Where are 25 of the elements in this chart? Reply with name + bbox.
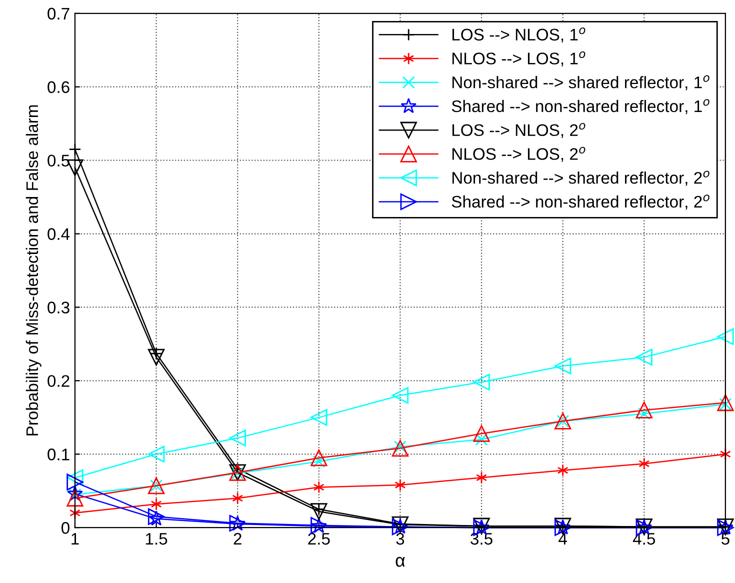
x-tick-label: 2.5 [308,532,330,545]
legend-label: Shared --> non-shared reflector, 2$^{o}$ [452,194,710,210]
y-tick-label: 0.1 [48,448,70,460]
legend-label: LOS --> NLOS, 2$^{o}$ [452,122,586,138]
y-tick-label: 0.4 [48,228,70,240]
y-tick-label: 0.7 [48,8,70,20]
y-tick-label: 0 [61,522,70,534]
legend-label: NLOS --> LOS, 2$^{o}$ [452,146,586,162]
y-axis-title: Probability of Miss-detection and False alarm [26,105,42,436]
legend-label: Non-shared --> shared reflector, 1$^{o}$ [452,75,710,90]
x-tick-label: 4 [558,533,567,545]
x-tick-label: 2 [234,532,242,545]
y-tick-label: 0.2 [48,375,70,387]
x-axis-title: α [396,556,405,567]
x-tick-label: 3.5 [470,532,492,545]
legend-label: NLOS --> LOS, 1$^{o}$ [452,51,586,66]
y-tick-label: 0.3 [48,302,70,314]
x-tick-label: 4.5 [632,533,656,545]
y-tick-label: 0.6 [48,81,70,94]
x-tick-label: 3 [396,532,404,545]
legend-label: Non-shared --> shared reflector, 2$^{o}$ [452,170,710,186]
x-tick-label: 1.5 [146,533,168,545]
legend-label: Shared --> non-shared reflector, 1$^{o}$ [452,99,710,114]
legend-label: LOS --> NLOS, 1$^{o}$ [452,27,586,43]
x-tick-label: 1 [72,533,79,545]
